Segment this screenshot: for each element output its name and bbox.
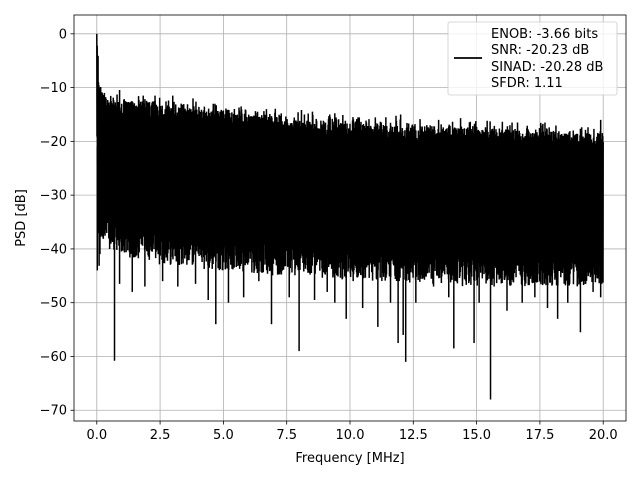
y-tick-label: −40 [40, 242, 67, 257]
x-tick-label: 10.0 [336, 428, 365, 443]
y-tick-label: −20 [40, 135, 67, 150]
y-tick-label: −10 [40, 81, 67, 96]
x-tick-label: 7.5 [276, 428, 297, 443]
axis-ticks: 0.0 2.5 5.0 7.5 10.0 12.5 15.0 17.5 20.0 0 −10 −20 −… [40, 27, 618, 443]
x-tick-label: 5.0 [213, 428, 234, 443]
legend-sfdr: SFDR: 1.11 [491, 76, 563, 91]
y-tick-label: −50 [40, 296, 67, 311]
legend-box [447, 21, 618, 96]
psd-series-line [96, 33, 604, 287]
y-tick-label: −70 [40, 404, 67, 419]
y-tick-label: −30 [40, 189, 67, 204]
y-axis-label: PSD [dB] [14, 189, 29, 247]
legend-enob: ENOB: -3.66 bits [491, 27, 598, 42]
legend-snr: SNR: -20.23 dB [491, 43, 589, 58]
x-axis-label: Frequency [MHz] [295, 451, 404, 466]
y-tick-label: −60 [40, 350, 67, 365]
plot-area [96, 33, 604, 400]
x-tick-label: 20.0 [589, 428, 618, 443]
x-tick-label: 2.5 [150, 428, 171, 443]
legend: ENOB: -3.66 bits SNR: -20.23 dB SINAD: -… [447, 21, 618, 96]
x-tick-label: 15.0 [462, 428, 491, 443]
y-tick-label: 0 [59, 27, 67, 42]
legend-sinad: SINAD: -20.28 dB [491, 60, 603, 75]
x-tick-label: 0.0 [86, 428, 107, 443]
x-tick-label: 17.5 [525, 428, 554, 443]
x-tick-label: 12.5 [399, 428, 428, 443]
